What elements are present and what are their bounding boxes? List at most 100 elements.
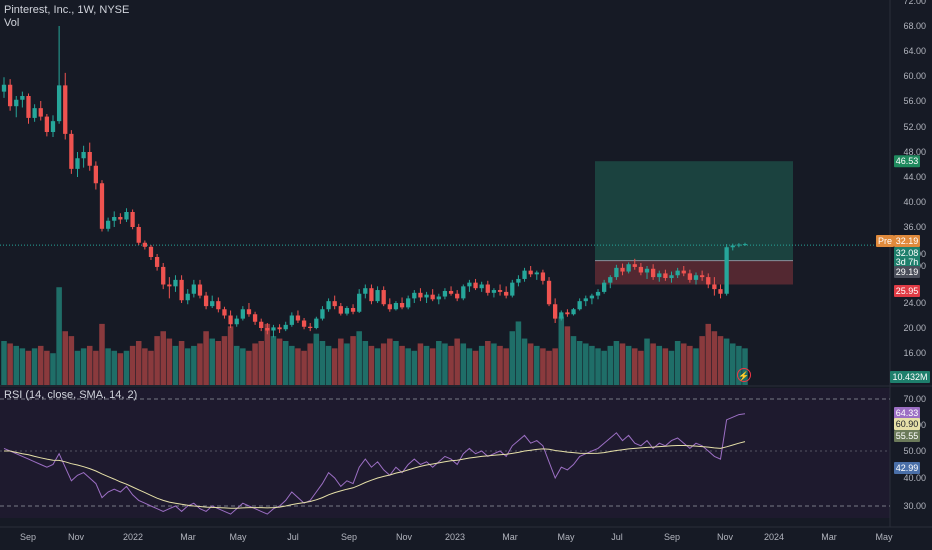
candle	[210, 295, 215, 308]
candle	[50, 115, 56, 137]
volume-bar	[399, 345, 405, 385]
candle	[357, 289, 362, 313]
volume-bar	[368, 345, 375, 385]
candle-body	[455, 293, 460, 299]
rsi-lower-tag-bg	[894, 462, 920, 474]
candle-body	[357, 293, 362, 312]
volume-bar	[203, 331, 209, 385]
candle	[75, 152, 80, 177]
volume-bar	[7, 343, 13, 385]
x-axis-label: Mar	[821, 532, 837, 542]
candle-body	[148, 246, 154, 257]
volume-bar	[148, 350, 154, 385]
candle-body	[559, 312, 564, 319]
volume-bar	[93, 350, 99, 385]
candle	[154, 254, 160, 271]
candle	[38, 101, 43, 121]
lightning-icon[interactable]: ⚡	[737, 368, 751, 382]
candle-body	[712, 284, 717, 290]
volume-bar	[31, 348, 38, 385]
candle-body	[369, 288, 374, 302]
candle	[418, 288, 423, 302]
candle-body	[516, 278, 521, 283]
price-tick-label: 68.00	[903, 21, 926, 31]
candle	[644, 266, 650, 279]
candle	[314, 316, 319, 330]
x-axis-label: Jul	[611, 532, 623, 542]
candle-body	[577, 301, 582, 310]
candle-body	[277, 327, 282, 330]
volume-bar	[570, 336, 577, 385]
candle-body	[718, 289, 723, 294]
candle-body	[393, 303, 399, 310]
volume-bar	[264, 323, 271, 385]
price-tick-label: 40.00	[903, 197, 926, 207]
candle-body	[387, 304, 392, 310]
volume-bar	[503, 348, 509, 385]
rsi-level-tag-bg	[894, 430, 920, 442]
candle	[93, 161, 99, 190]
rsi-ma-tag: 60.90	[894, 418, 920, 430]
countdown-tag-text: 3d 7h	[896, 257, 919, 267]
premarket-price-tag-text: 32.19	[896, 236, 919, 246]
candle-body	[644, 268, 650, 273]
candle	[20, 91, 25, 108]
volume-bar	[436, 341, 442, 385]
candle-body	[271, 327, 276, 331]
candle	[191, 279, 196, 298]
volume-bar	[246, 350, 252, 385]
stop-price-tag-bg	[894, 285, 920, 297]
premarket-tag-bg	[876, 235, 894, 247]
candle	[7, 79, 13, 111]
premarket-price-tag-bg	[894, 235, 920, 247]
candle-body	[632, 264, 637, 267]
candle-body	[602, 282, 607, 292]
candle	[179, 275, 184, 303]
x-axis-label: Jul	[287, 532, 299, 542]
target-price-tag-text: 46.53	[896, 156, 919, 166]
candle-body	[130, 212, 135, 227]
candle	[504, 286, 509, 299]
candle-body	[626, 264, 631, 272]
candle	[589, 293, 595, 305]
volume-bar	[466, 348, 473, 385]
candle	[663, 269, 668, 281]
volume-bar	[240, 348, 246, 385]
candle	[344, 306, 350, 316]
volume-bar	[209, 338, 215, 385]
volume-tag: 10.432M	[890, 371, 930, 383]
candle-body	[44, 116, 50, 132]
candle	[136, 223, 141, 245]
candle	[736, 243, 742, 248]
volume-bar	[86, 345, 93, 385]
candle	[595, 289, 601, 300]
candle	[461, 284, 466, 301]
candle-body	[63, 85, 68, 134]
candle-body	[105, 220, 111, 229]
volume-bar	[233, 345, 240, 385]
premarket-price-tag: 32.19	[894, 235, 920, 247]
rsi-background	[0, 388, 890, 518]
rsi-ma-tag-text: 60.90	[896, 419, 919, 429]
candle	[203, 291, 209, 310]
candle-body	[534, 272, 539, 275]
candle-body	[167, 284, 172, 287]
volume-bar	[662, 348, 669, 385]
volume-bar	[448, 345, 454, 385]
candle	[387, 298, 392, 312]
candle-body	[265, 328, 270, 331]
candle-body	[26, 96, 31, 118]
candle-body	[687, 273, 693, 280]
volume-bar	[656, 345, 663, 385]
candle	[338, 303, 343, 316]
candle	[363, 284, 368, 299]
x-axis-label: 2023	[445, 532, 465, 542]
price-tick-label: 16.00	[903, 348, 926, 358]
volume-bar	[497, 345, 503, 385]
candle	[430, 289, 435, 302]
candle-body	[608, 277, 613, 283]
volume-bar	[13, 345, 20, 385]
candle-body	[93, 165, 99, 184]
candle	[571, 308, 576, 316]
